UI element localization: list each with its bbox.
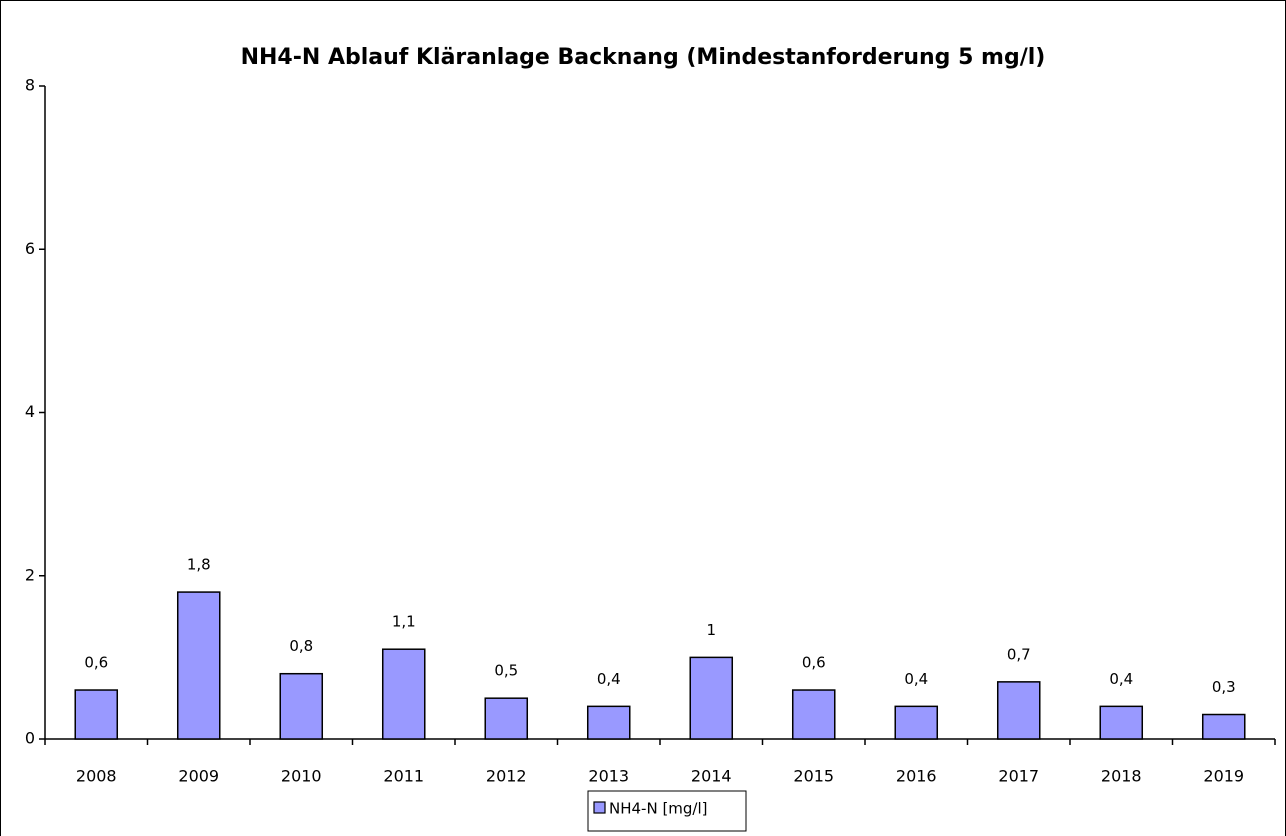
bar	[484, 697, 529, 740]
x-tick-label: 2019	[1203, 767, 1244, 786]
value-label: 0,3	[1212, 678, 1236, 696]
value-label: 0,6	[84, 654, 108, 672]
x-tick-label: 2012	[486, 767, 527, 786]
y-tick-label: 8	[25, 76, 35, 95]
value-label: 1,1	[392, 613, 416, 631]
x-tick-label: 2014	[691, 767, 732, 786]
value-label: 1	[706, 621, 716, 639]
value-label: 1,8	[187, 556, 211, 574]
x-tick-label: 2008	[76, 767, 117, 786]
x-tick-label: 2011	[383, 767, 424, 786]
legend-label: NH4-N [mg/l]	[609, 800, 708, 818]
chart-title: NH4-N Ablauf Kläranlage Backnang (Mindes…	[241, 45, 1046, 70]
value-label: 0,4	[597, 670, 621, 688]
bar	[791, 689, 836, 740]
y-tick-label: 4	[25, 402, 35, 421]
legend-box	[587, 790, 747, 832]
y-tick-label: 2	[25, 565, 35, 584]
bar	[381, 648, 426, 740]
bar	[689, 656, 734, 740]
legend-swatch	[593, 801, 606, 814]
bar	[894, 705, 939, 740]
x-tick-label: 2013	[588, 767, 629, 786]
value-label: 0,4	[904, 670, 928, 688]
bar	[279, 672, 324, 740]
y-tick-label: 6	[25, 239, 35, 258]
value-label: 0,8	[289, 637, 313, 655]
value-label: 0,7	[1007, 645, 1031, 663]
x-tick-label: 2009	[178, 767, 219, 786]
bar	[996, 681, 1041, 740]
x-tick-label: 2010	[281, 767, 322, 786]
bar	[586, 705, 631, 740]
bar	[176, 591, 221, 740]
x-tick-label: 2015	[793, 767, 834, 786]
x-tick-label: 2016	[896, 767, 937, 786]
x-tick-label: 2017	[998, 767, 1039, 786]
bar	[1099, 705, 1144, 740]
x-tick-label: 2018	[1101, 767, 1142, 786]
bar	[1201, 713, 1246, 740]
value-label: 0,4	[1109, 670, 1133, 688]
value-label: 0,6	[802, 654, 826, 672]
value-label: 0,5	[494, 662, 518, 680]
y-tick-label: 0	[25, 729, 35, 748]
bar	[74, 689, 119, 740]
